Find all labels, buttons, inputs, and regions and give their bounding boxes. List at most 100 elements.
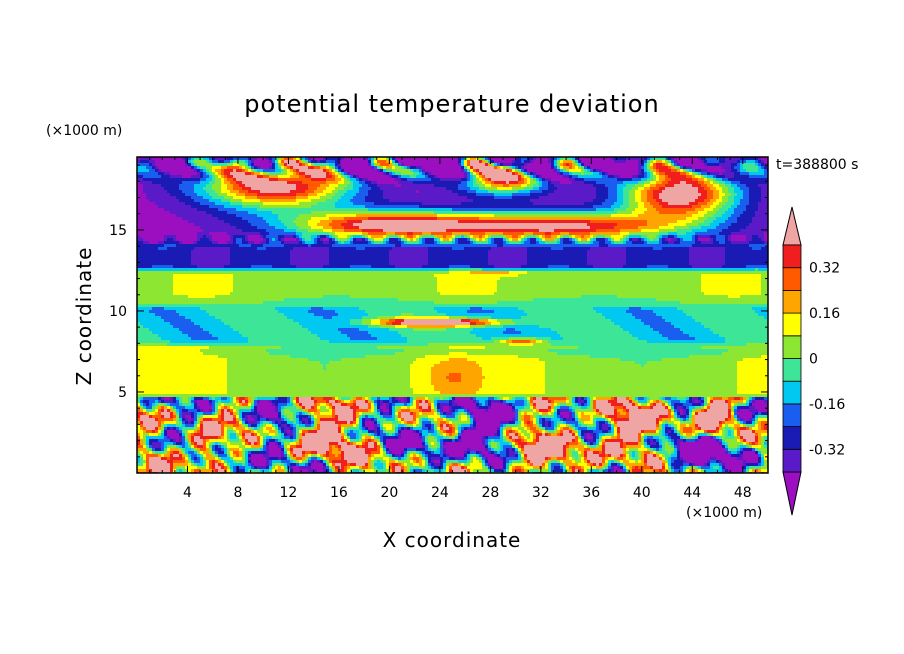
field-cell: [593, 166, 597, 170]
field-cell: [557, 157, 561, 161]
field-cell: [626, 160, 630, 164]
field-cell: [635, 163, 639, 167]
field-cell: [296, 175, 300, 179]
field-cell: [647, 160, 651, 164]
field-cell: [455, 172, 459, 176]
field-cell: [611, 163, 615, 167]
field-cell: [734, 172, 738, 176]
field-cell: [395, 163, 399, 167]
field-cell: [626, 190, 630, 194]
field-cell: [680, 169, 684, 173]
field-cell: [680, 157, 684, 161]
field-cell: [482, 166, 486, 170]
field-cell: [371, 157, 375, 161]
field-cell: [566, 160, 570, 164]
field-cell: [530, 184, 534, 188]
field-cell: [500, 190, 504, 194]
field-cell: [497, 166, 501, 170]
field-cell: [431, 166, 435, 170]
field-cell: [518, 166, 522, 170]
field-cell: [623, 175, 627, 179]
field-cell: [470, 175, 474, 179]
field-cell: [167, 190, 171, 194]
field-cell: [638, 190, 642, 194]
field-cell: [452, 187, 456, 191]
field-cell: [377, 181, 381, 185]
field-cell: [281, 172, 285, 176]
field-cell: [281, 181, 285, 185]
field-cell: [467, 166, 471, 170]
field-cell: [410, 178, 414, 182]
field-cell: [173, 184, 177, 188]
field-cell: [716, 175, 720, 179]
field-cell: [227, 181, 231, 185]
field-cell: [347, 166, 351, 170]
field-cell: [188, 166, 192, 170]
field-cell: [599, 190, 603, 194]
field-cell: [653, 163, 657, 167]
field-cell: [404, 169, 408, 173]
field-cell: [179, 184, 183, 188]
field-cell: [527, 190, 531, 194]
field-cell: [248, 163, 252, 167]
field-cell: [395, 160, 399, 164]
field-cell: [482, 187, 486, 191]
field-cell: [698, 187, 702, 191]
field-cell: [329, 163, 333, 167]
field-cell: [641, 181, 645, 185]
field-cell: [203, 175, 207, 179]
field-cell: [638, 157, 642, 161]
field-cell: [443, 157, 447, 161]
field-cell: [143, 160, 147, 164]
field-cell: [173, 190, 177, 194]
field-cell: [143, 157, 147, 161]
field-cell: [158, 157, 162, 161]
field-cell: [443, 175, 447, 179]
field-cell: [482, 175, 486, 179]
field-cell: [185, 160, 189, 164]
field-cell: [401, 163, 405, 167]
field-cell: [398, 184, 402, 188]
field-cell: [437, 169, 441, 173]
field-cell: [194, 187, 198, 191]
field-cell: [449, 184, 453, 188]
field-cell: [467, 157, 471, 161]
field-cell: [581, 157, 585, 161]
field-cell: [374, 178, 378, 182]
field-cell: [164, 184, 168, 188]
field-cell: [155, 160, 159, 164]
field-cell: [479, 175, 483, 179]
field-cell: [137, 157, 141, 161]
field-cell: [527, 157, 531, 161]
field-cell: [719, 163, 723, 167]
field-cell: [239, 187, 243, 191]
field-cell: [758, 169, 762, 173]
field-cell: [758, 187, 762, 191]
field-cell: [665, 175, 669, 179]
field-cell: [176, 163, 180, 167]
field-cell: [428, 166, 432, 170]
field-cell: [473, 160, 477, 164]
field-cell: [179, 190, 183, 194]
field-cell: [212, 160, 216, 164]
field-cell: [578, 157, 582, 161]
field-cell: [200, 169, 204, 173]
field-cell: [437, 175, 441, 179]
field-cell: [377, 157, 381, 161]
field-cell: [569, 166, 573, 170]
field-cell: [254, 160, 258, 164]
field-cell: [149, 178, 153, 182]
field-cell: [446, 169, 450, 173]
field-cell: [152, 184, 156, 188]
field-cell: [542, 163, 546, 167]
field-cell: [326, 187, 330, 191]
field-cell: [503, 178, 507, 182]
field-cell: [590, 175, 594, 179]
field-cell: [353, 172, 357, 176]
field-cell: [377, 187, 381, 191]
field-cell: [500, 181, 504, 185]
field-cell: [728, 160, 732, 164]
field-cell: [518, 157, 522, 161]
field-cell: [374, 181, 378, 185]
field-cell: [281, 169, 285, 173]
